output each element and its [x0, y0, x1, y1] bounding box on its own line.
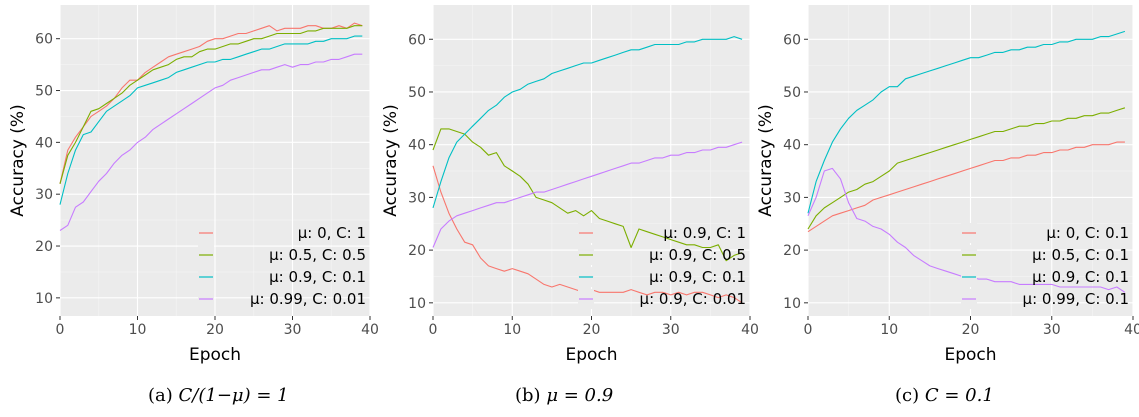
legend-label: μ: 0, C: 0.1 [1046, 224, 1129, 242]
caption-c-prefix: (c) [895, 385, 920, 406]
legend-label: μ: 0.9, C: 1 [663, 224, 746, 242]
series-line-3 [807, 30, 1126, 214]
y-tick-label: 40 [35, 135, 53, 151]
caption-b: (b) μ = 0.9 [515, 385, 613, 406]
y-tick-label: 60 [783, 32, 801, 48]
legend: μ: 0.9, C: 1 μ: 0.9, C: 0.5 μ: 0.9, C: 0.1… [578, 223, 746, 309]
legend-label: μ: 0, C: 1 [298, 224, 366, 242]
legend-label: μ: 0.99, C: 0.1 [1023, 290, 1129, 308]
y-axis-title: Accuracy (%) [381, 104, 401, 216]
legend-label: μ: 0.5, C: 0.5 [269, 246, 366, 264]
x-tick-label: 40 [741, 322, 759, 338]
caption-c: (c) C = 0.1 [895, 385, 994, 406]
y-tick-label: 50 [408, 85, 426, 101]
x-tick-label: 10 [503, 322, 521, 338]
series-line-2 [59, 25, 363, 184]
x-tick-label: 20 [583, 322, 601, 338]
y-tick-label: 40 [408, 138, 426, 154]
caption-a: (a) C/(1−μ) = 1 [148, 385, 289, 406]
x-tick-label: 30 [284, 322, 302, 338]
legend-label: μ: 0.9, C: 0.1 [649, 268, 746, 286]
legend-label: μ: 0.99, C: 0.01 [250, 290, 366, 308]
x-axis-title: Epoch [944, 345, 996, 365]
y-tick-label: 10 [408, 296, 426, 312]
caption-b-prefix: (b) [515, 385, 541, 406]
y-tick-label: 10 [35, 291, 53, 307]
series-line-3 [432, 36, 743, 209]
x-tick-label: 30 [1043, 322, 1061, 338]
caption-a-math: C/(1−μ) = 1 [178, 385, 289, 406]
series-line-2 [807, 107, 1126, 230]
legend-label: μ: 0.5, C: 0.1 [1032, 246, 1129, 264]
caption-b-math: μ = 0.9 [546, 385, 614, 406]
y-tick-label: 20 [408, 243, 426, 259]
y-tick-label: 10 [783, 296, 801, 312]
y-tick-label: 30 [783, 190, 801, 206]
x-tick-label: 0 [804, 322, 813, 338]
y-tick-label: 60 [35, 32, 53, 48]
y-tick-label: 50 [35, 84, 53, 100]
legend-label: μ: 0.9, C: 0.1 [1032, 268, 1129, 286]
x-tick-label: 10 [129, 322, 147, 338]
series-line-3 [59, 35, 363, 205]
x-axis-title: Epoch [189, 345, 241, 365]
y-tick-label: 30 [408, 190, 426, 206]
legend-label: μ: 0.9, C: 0.1 [269, 268, 366, 286]
y-tick-label: 50 [783, 85, 801, 101]
y-axis-title: Accuracy (%) [8, 104, 28, 216]
legend: μ: 0, C: 0.1 μ: 0.5, C: 0.1 μ: 0.9, C: 0.1… [961, 223, 1129, 309]
series-line-2 [432, 128, 743, 262]
legend-label: μ: 0.9, C: 0.5 [649, 246, 746, 264]
y-tick-label: 20 [35, 239, 53, 255]
x-tick-label: 40 [361, 322, 379, 338]
x-tick-label: 0 [56, 322, 65, 338]
y-tick-label: 20 [783, 243, 801, 259]
x-tick-label: 20 [206, 322, 224, 338]
series-line-1 [807, 141, 1125, 233]
x-tick-label: 40 [1124, 322, 1139, 338]
series-line-4 [59, 53, 363, 231]
y-tick-label: 60 [408, 32, 426, 48]
x-tick-label: 0 [429, 322, 438, 338]
x-tick-label: 10 [880, 322, 898, 338]
legend: μ: 0, C: 1 μ: 0.5, C: 0.5 μ: 0.9, C: 0.1 μ:… [198, 223, 366, 309]
x-axis-title: Epoch [565, 345, 617, 365]
y-axis-title: Accuracy (%) [756, 104, 776, 216]
y-tick-label: 30 [35, 187, 53, 203]
x-tick-label: 30 [662, 322, 680, 338]
series-line-4 [432, 141, 743, 248]
legend-label: μ: 0.9, C: 0.01 [640, 290, 746, 308]
caption-a-prefix: (a) [148, 385, 173, 406]
y-tick-label: 40 [783, 138, 801, 154]
caption-c-math: C = 0.1 [924, 385, 994, 406]
series-line-1 [59, 22, 363, 184]
x-tick-label: 20 [962, 322, 980, 338]
